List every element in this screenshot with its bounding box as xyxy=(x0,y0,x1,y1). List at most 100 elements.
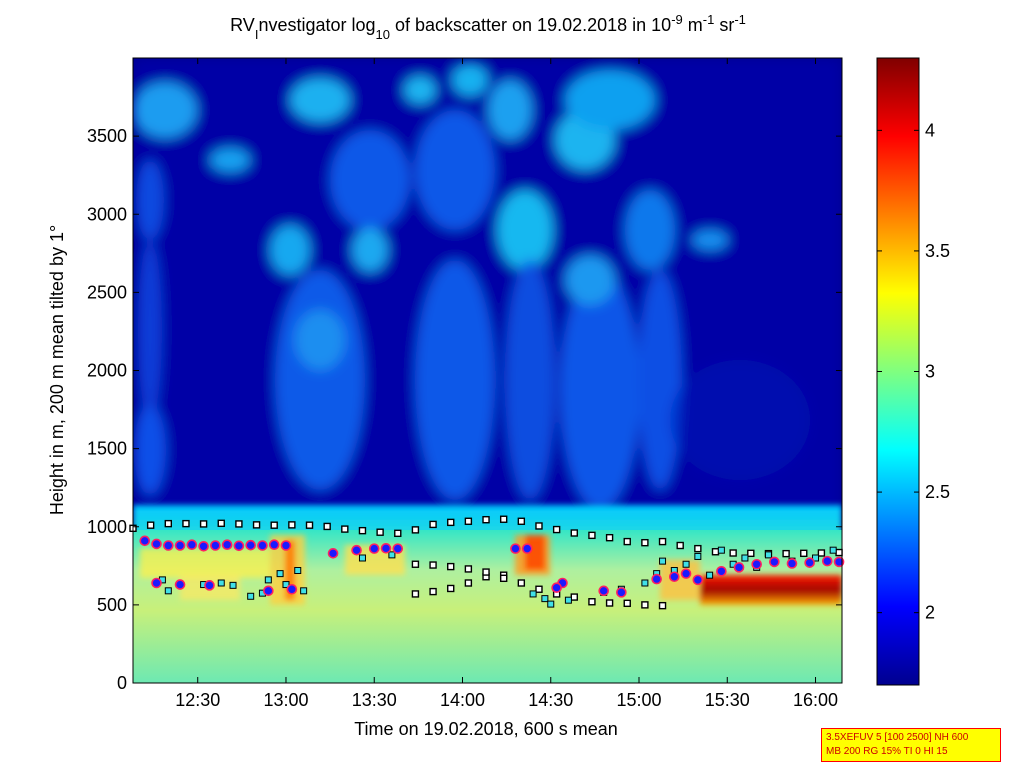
peak-marker xyxy=(368,543,380,554)
x-tick-label: 16:00 xyxy=(793,690,838,710)
y-axis: 0 500 1000 1500 2000 2500 3000 3500 xyxy=(87,126,842,693)
layer-top-marker xyxy=(676,541,684,550)
title-part: m xyxy=(683,15,703,35)
peak-marker xyxy=(380,543,392,554)
info-line-1: 3.5XEFUV 5 [100 2500] NH 600 xyxy=(826,732,969,743)
colorbar-tick-label: 2.5 xyxy=(925,482,950,502)
y-tick-label: 1000 xyxy=(87,517,127,537)
title-part: sr xyxy=(714,15,734,35)
layer-top-marker xyxy=(570,593,578,601)
peak-marker xyxy=(786,558,798,569)
layer-top-marker xyxy=(552,525,561,534)
peak-marker xyxy=(392,543,404,554)
layer-top-marker xyxy=(570,529,578,537)
peak-marker xyxy=(833,556,845,568)
layer-top-marker xyxy=(235,520,243,528)
cloud-base-marker xyxy=(388,551,396,559)
peak-marker xyxy=(268,539,280,551)
peak-marker xyxy=(139,535,151,547)
layer-top-marker xyxy=(694,544,702,553)
title-part: -1 xyxy=(703,12,715,27)
cloud-base-marker xyxy=(282,581,290,589)
cloud-base-marker xyxy=(717,546,725,554)
layer-top-marker xyxy=(588,598,596,606)
layer-top-marker xyxy=(305,521,314,529)
layer-top-marker xyxy=(411,590,420,598)
layer-top-marker xyxy=(341,525,349,533)
cloud-base-marker xyxy=(358,554,366,562)
cloud-base-marker xyxy=(682,560,690,568)
cloud-base-marker xyxy=(217,579,225,587)
layer-top-marker xyxy=(535,585,543,593)
y-tick-label: 3500 xyxy=(87,126,127,146)
layer-top-marker xyxy=(411,560,420,568)
colorbar-tick-label: 2 xyxy=(925,603,935,623)
layer-top-marker xyxy=(270,521,278,529)
layer-top-marker xyxy=(499,574,508,583)
peak-marker xyxy=(174,579,186,590)
layer-top-marker xyxy=(658,601,667,610)
aerosol-plumes xyxy=(133,58,842,518)
layer-top-marker xyxy=(447,562,455,571)
detected-layers xyxy=(129,515,845,610)
layer-top-marker xyxy=(517,517,526,525)
title-part: I xyxy=(255,27,259,42)
layer-top-marker xyxy=(835,548,843,557)
x-tick-label: 13:00 xyxy=(263,690,308,710)
layer-top-marker xyxy=(605,533,614,542)
cloud-base-marker xyxy=(300,587,308,595)
layer-top-marker xyxy=(499,515,508,523)
peak-marker xyxy=(651,573,662,585)
cloud-base-marker xyxy=(659,557,667,565)
y-tick-label: 500 xyxy=(97,595,127,615)
layer-top-marker xyxy=(482,516,490,524)
peak-marker xyxy=(821,555,833,567)
peak-marker xyxy=(186,539,198,551)
heatmap-area xyxy=(133,58,842,683)
cloud-base-marker xyxy=(694,552,702,560)
peak-marker xyxy=(151,538,162,550)
peak-marker xyxy=(204,580,215,591)
peak-marker xyxy=(551,582,562,593)
layer-top-marker xyxy=(429,587,437,596)
layer-top-marker xyxy=(605,599,614,607)
layer-top-marker xyxy=(394,529,402,538)
x-tick-label: 15:30 xyxy=(705,690,750,710)
cloud-base-marker xyxy=(264,576,272,584)
peak-marker xyxy=(733,562,745,573)
layer-top-marker xyxy=(658,537,667,546)
layer-top-marker xyxy=(429,561,437,569)
peak-marker xyxy=(163,540,174,551)
settings-info-box: 3.5XEFUV 5 [100 2500] NH 600 MB 200 RG 1… xyxy=(821,728,1001,762)
chart-title: RVInvestigator log10 of backscatter on 1… xyxy=(230,12,746,42)
layer-top-marker xyxy=(464,565,473,573)
peak-marker xyxy=(245,539,256,551)
x-tick-label: 15:00 xyxy=(616,690,661,710)
x-axis-label: Time on 19.02.2018, 600 s mean xyxy=(354,719,618,739)
layer-top-marker xyxy=(641,538,649,547)
peak-marker xyxy=(716,565,727,577)
cloud-base-marker xyxy=(294,567,302,574)
y-tick-label: 3000 xyxy=(87,204,127,224)
x-tick-label: 12:30 xyxy=(175,690,220,710)
colorbar-tick-label: 3.5 xyxy=(925,241,950,261)
peak-marker xyxy=(521,543,533,554)
layer-top-marker xyxy=(146,521,155,529)
y-tick-label: 2000 xyxy=(87,361,127,381)
cloud-base-marker xyxy=(706,571,714,579)
cloud-base-marker xyxy=(564,596,572,604)
colorbar-ticks: 2 2.5 3 3.5 4 xyxy=(877,120,950,623)
peak-marker xyxy=(804,557,815,568)
title-part: -9 xyxy=(671,12,683,27)
y-axis-label: Height in m, 200 m mean tilted by 1° xyxy=(47,225,67,515)
layer-top-marker xyxy=(817,549,826,557)
layer-top-marker xyxy=(252,521,261,529)
cloud-base-marker xyxy=(812,554,820,562)
peak-marker xyxy=(351,544,362,556)
cloud-base-marker xyxy=(229,581,237,589)
layer-top-marker xyxy=(782,549,790,558)
peak-marker xyxy=(616,587,627,598)
title-part: RV xyxy=(230,15,255,35)
cloud-base-marker xyxy=(164,587,172,595)
